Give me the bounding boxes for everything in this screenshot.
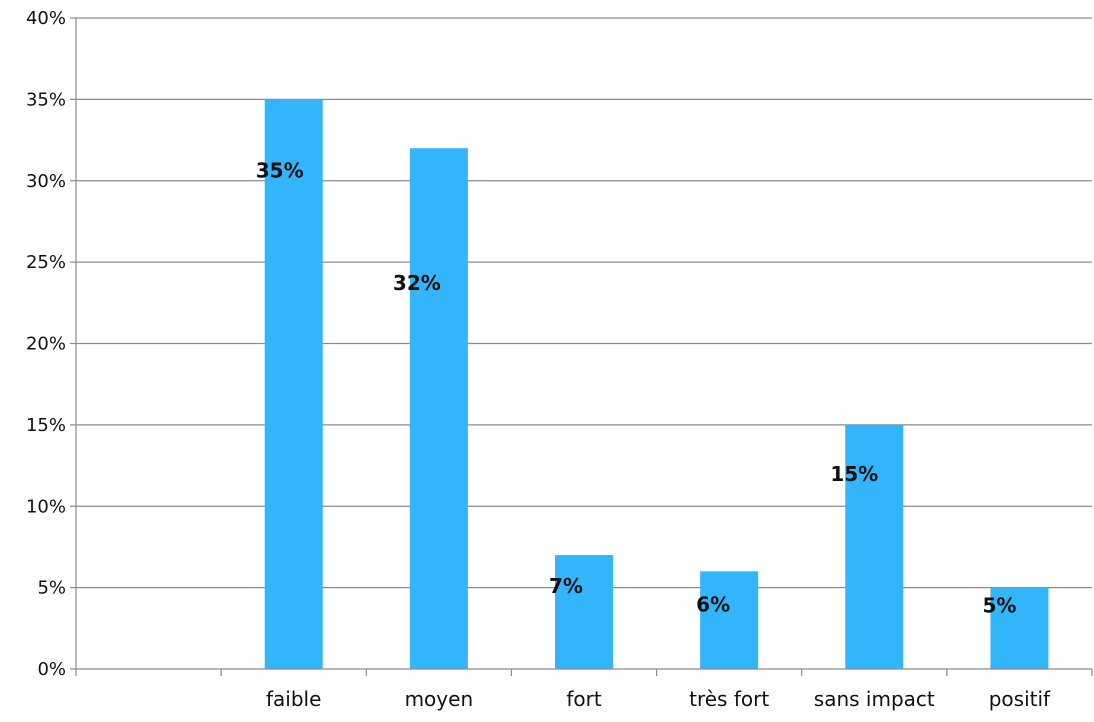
y-tick-label: 25% [26,252,66,273]
bar-moyen [409,148,468,669]
y-tick-label: 40% [26,8,66,29]
labels: 0% 5% 10% 15% 20% 25% 30% 35% 40% faible moyen fort… [26,8,1051,711]
x-tick-label: sans impact [814,687,935,711]
x-tick-label: fort [566,687,602,711]
bar-très-fort [700,571,759,669]
y-tick-label: 5% [37,578,66,599]
y-tick-label: 35% [26,89,66,110]
bar-positif [990,587,1049,669]
data-label: 7% [549,574,583,598]
y-tick-label: 30% [26,171,66,192]
x-tick-label: positif [989,687,1051,711]
x-tick-label: moyen [405,687,474,711]
bar-fort [555,555,613,669]
axes [70,17,1093,676]
data-label: 32% [393,271,441,295]
y-tick-label: 0% [37,659,66,680]
x-tick-label: très fort [689,687,769,711]
data-label: 15% [830,462,878,486]
bar-faible [264,99,323,669]
y-tick-label: 15% [26,415,66,436]
bars [264,99,1049,669]
x-tick-label: faible [266,687,321,711]
y-tick-label: 20% [26,334,66,355]
data-label: 6% [696,592,730,616]
bar-sans-impact [845,424,904,669]
data-label: 35% [256,158,304,182]
gridlines [76,17,1092,589]
data-label: 5% [982,594,1016,618]
y-tick-label: 10% [26,496,66,517]
